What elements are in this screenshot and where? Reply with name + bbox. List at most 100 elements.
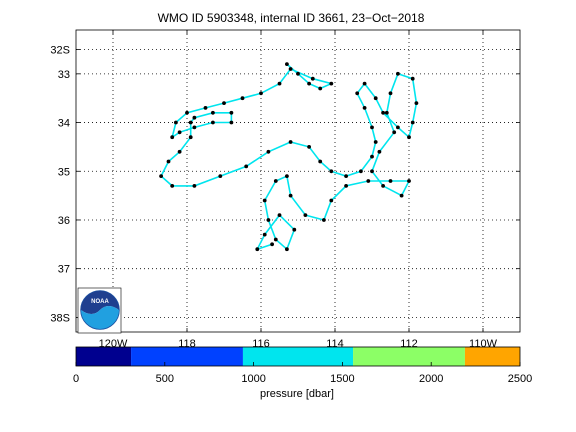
profile-point — [359, 169, 363, 174]
profile-point — [188, 135, 193, 140]
logo-text: NOAA — [91, 299, 109, 305]
profile-point — [270, 242, 274, 247]
profile-point — [285, 174, 289, 179]
y-tick-label: 32S — [50, 44, 70, 56]
profile-point — [370, 169, 374, 174]
profile-point — [177, 130, 182, 135]
profile-point — [273, 179, 278, 183]
profile-point — [344, 174, 348, 179]
colorbar-band — [464, 347, 520, 366]
profile-point — [211, 120, 215, 125]
y-tick-label: 36 — [58, 215, 70, 227]
profile-point — [192, 184, 197, 188]
profile-point — [192, 115, 197, 120]
colorbar-tick-label: 1500 — [330, 373, 354, 385]
profile-point — [355, 91, 360, 96]
profile-point — [229, 110, 234, 115]
profile-point — [318, 159, 323, 164]
profile-point — [266, 149, 271, 154]
profile-point — [288, 67, 293, 71]
profile-point — [285, 247, 289, 252]
profile-point — [188, 120, 193, 125]
profile-point — [384, 110, 389, 115]
profile-point — [381, 184, 385, 188]
colorbar-band — [131, 347, 243, 366]
profile-point — [310, 76, 315, 81]
profile-point — [392, 130, 397, 135]
profile-point — [285, 62, 289, 66]
profile-point — [177, 149, 182, 154]
chart-title: WMO ID 5903348, internal ID 3661, 23−Oct… — [158, 11, 425, 25]
profile-point — [174, 120, 178, 125]
profile-point — [410, 120, 415, 125]
colorbar-label: pressure [dbar] — [260, 388, 334, 400]
profile-point — [407, 135, 411, 140]
profile-point — [266, 218, 271, 222]
profile-point — [381, 110, 385, 115]
profile-point — [277, 81, 282, 86]
profile-point — [218, 174, 223, 179]
profile-point — [255, 247, 260, 252]
y-tick-label: 37 — [58, 264, 70, 276]
colorbar-band — [353, 347, 465, 366]
profile-point — [362, 81, 367, 86]
profile-point — [370, 125, 374, 130]
profile-point — [170, 135, 175, 140]
y-tick-label: 38S — [50, 312, 70, 324]
profile-point — [244, 164, 249, 169]
profile-point — [322, 218, 326, 222]
y-tick-label: 34 — [58, 118, 70, 130]
profile-point — [307, 81, 311, 86]
colorbar-tick-label: 500 — [156, 373, 174, 385]
plot-frame — [75, 29, 521, 333]
profile-point — [396, 71, 400, 76]
profile-point — [396, 125, 400, 130]
profile-point — [329, 198, 334, 203]
profile-point — [273, 237, 278, 242]
profile-point — [410, 76, 415, 81]
profile-point — [318, 86, 323, 91]
profile-point — [366, 179, 371, 183]
profile-point — [414, 101, 419, 105]
profile-point — [329, 169, 334, 174]
profile-point — [229, 120, 234, 125]
profile-point — [211, 110, 215, 115]
profile-point — [288, 140, 293, 144]
float-track-line — [160, 63, 418, 251]
profile-point — [203, 106, 208, 110]
profile-point — [344, 184, 348, 188]
profile-point — [222, 101, 226, 105]
colorbar: 0 500 1000 1500 2000 2500 — [73, 346, 532, 385]
profile-point — [192, 125, 197, 130]
profile-point — [292, 227, 297, 232]
profile-point — [370, 154, 374, 159]
profile-point — [288, 193, 293, 198]
profile-point — [185, 110, 189, 115]
colorbar-band — [76, 347, 132, 366]
profile-point — [296, 71, 300, 76]
y-tick-label: 33 — [58, 69, 70, 81]
colorbar-band — [242, 347, 354, 366]
colorbar-tick-label: 2000 — [419, 373, 443, 385]
noaa-logo: NOAA — [77, 287, 122, 334]
profile-point — [399, 193, 404, 198]
profile-point — [373, 140, 378, 144]
profile-point — [388, 91, 393, 96]
profile-point — [262, 232, 267, 237]
profile-point — [166, 159, 171, 164]
profile-point — [362, 106, 367, 110]
profile-point — [388, 179, 393, 183]
colorbar-tick-label: 1000 — [241, 373, 265, 385]
colorbar-tick-label: 2500 — [508, 373, 532, 385]
profile-point — [159, 174, 164, 179]
profile-point — [373, 96, 378, 101]
profile-point — [262, 198, 267, 203]
profile-point — [307, 145, 311, 149]
profile-point — [303, 213, 308, 218]
colorbar-frame — [75, 346, 521, 367]
profile-point — [407, 179, 411, 183]
profile-point — [329, 81, 334, 86]
profile-point — [377, 149, 382, 154]
